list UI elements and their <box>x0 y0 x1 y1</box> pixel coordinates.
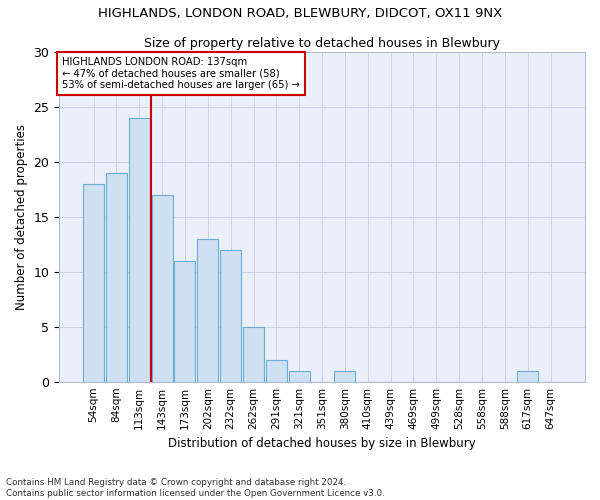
Bar <box>83 184 104 382</box>
Text: HIGHLANDS LONDON ROAD: 137sqm
← 47% of detached houses are smaller (58)
53% of s: HIGHLANDS LONDON ROAD: 137sqm ← 47% of d… <box>62 56 299 90</box>
X-axis label: Distribution of detached houses by size in Blewbury: Distribution of detached houses by size … <box>168 437 476 450</box>
Bar <box>152 194 173 382</box>
Bar <box>517 370 538 382</box>
Title: Size of property relative to detached houses in Blewbury: Size of property relative to detached ho… <box>144 38 500 51</box>
Bar <box>243 326 264 382</box>
Bar <box>197 238 218 382</box>
Text: HIGHLANDS, LONDON ROAD, BLEWBURY, DIDCOT, OX11 9NX: HIGHLANDS, LONDON ROAD, BLEWBURY, DIDCOT… <box>98 8 502 20</box>
Bar <box>266 360 287 382</box>
Bar <box>175 260 196 382</box>
Bar <box>220 250 241 382</box>
Y-axis label: Number of detached properties: Number of detached properties <box>15 124 28 310</box>
Bar <box>129 118 150 382</box>
Text: Contains HM Land Registry data © Crown copyright and database right 2024.
Contai: Contains HM Land Registry data © Crown c… <box>6 478 385 498</box>
Bar <box>289 370 310 382</box>
Bar <box>334 370 355 382</box>
Bar <box>106 172 127 382</box>
